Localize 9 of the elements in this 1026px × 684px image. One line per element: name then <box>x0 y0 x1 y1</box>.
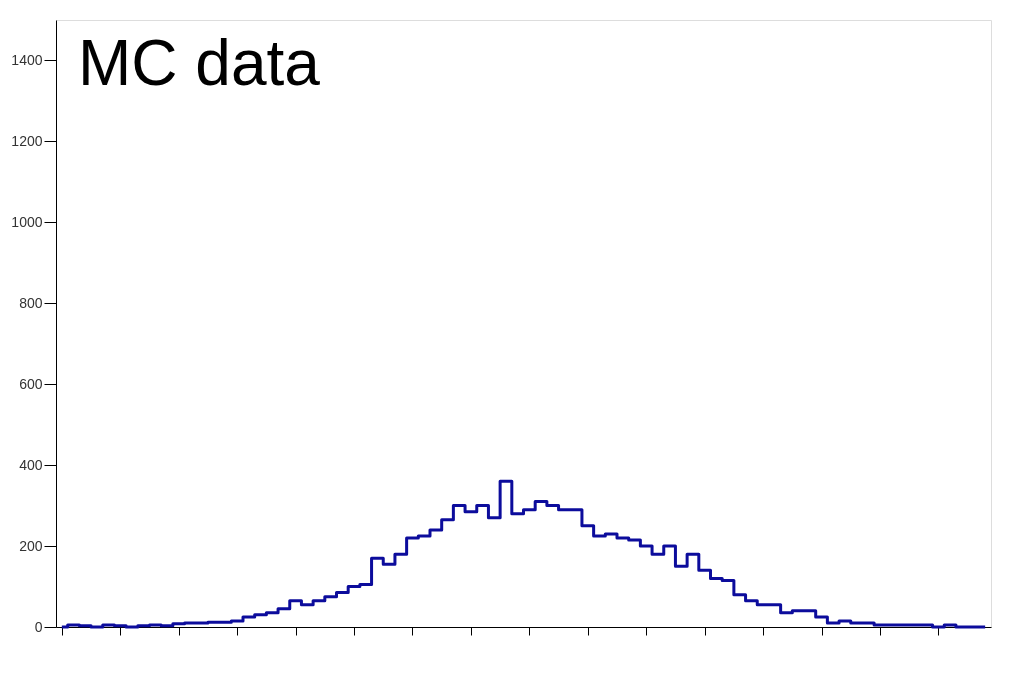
y-tick-label: 200 <box>19 537 43 554</box>
y-tick-label: 400 <box>19 456 43 473</box>
annotation: MC data <box>78 27 321 99</box>
y-tick-label: 1400 <box>11 51 43 68</box>
y-tick-label: 800 <box>19 294 43 311</box>
y-tick-label: 600 <box>19 375 43 392</box>
y-tick-label: 0 <box>34 618 43 635</box>
y-tick-label: 1200 <box>11 132 43 149</box>
y-tick-label: 1000 <box>11 213 43 230</box>
